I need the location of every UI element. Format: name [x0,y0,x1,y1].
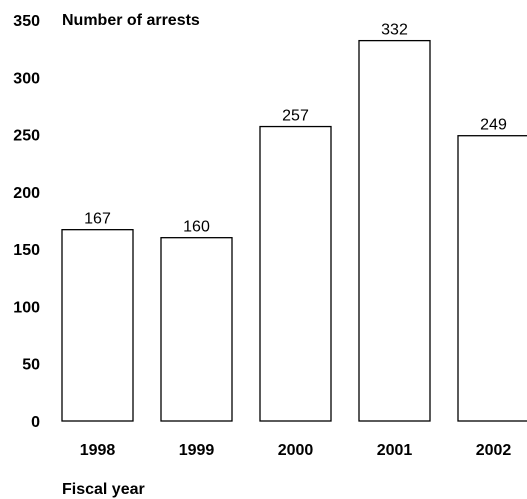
y-tick-label: 0 [31,414,40,431]
y-tick-label: 100 [13,299,40,316]
y-tick-label: 300 [13,70,40,87]
x-tick-label: 2000 [278,442,314,459]
data-label-2001: 332 [381,22,408,39]
y-tick-label: 50 [22,357,40,374]
x-axis-ticks: 1998 1999 2000 2001 2002 [80,442,512,459]
data-label-2002: 249 [480,117,507,134]
y-tick-label: 350 [13,13,40,30]
data-label-2000: 257 [282,108,309,125]
data-label-1999: 160 [183,219,210,236]
x-tick-label: 2001 [377,442,413,459]
bar-2002 [457,135,527,422]
bar-1999 [160,237,233,422]
y-tick-label: 200 [13,185,40,202]
y-tick-label: 250 [13,128,40,145]
x-tick-label: 2002 [476,442,512,459]
bar-2001 [358,39,431,422]
x-tick-label: 1998 [80,442,116,459]
x-tick-label: 1999 [179,442,215,459]
y-axis-ticks: 0 50 100 150 200 250 300 350 [13,13,40,431]
data-labels: 167 160 257 332 249 [84,22,507,236]
bar-1998 [61,229,134,422]
y-axis-title: Number of arrests [62,12,200,29]
bar-2000 [259,125,332,422]
y-tick-label: 150 [13,242,40,259]
data-label-1998: 167 [84,211,111,228]
x-axis-title: Fiscal year [62,481,145,498]
bars [61,39,527,422]
